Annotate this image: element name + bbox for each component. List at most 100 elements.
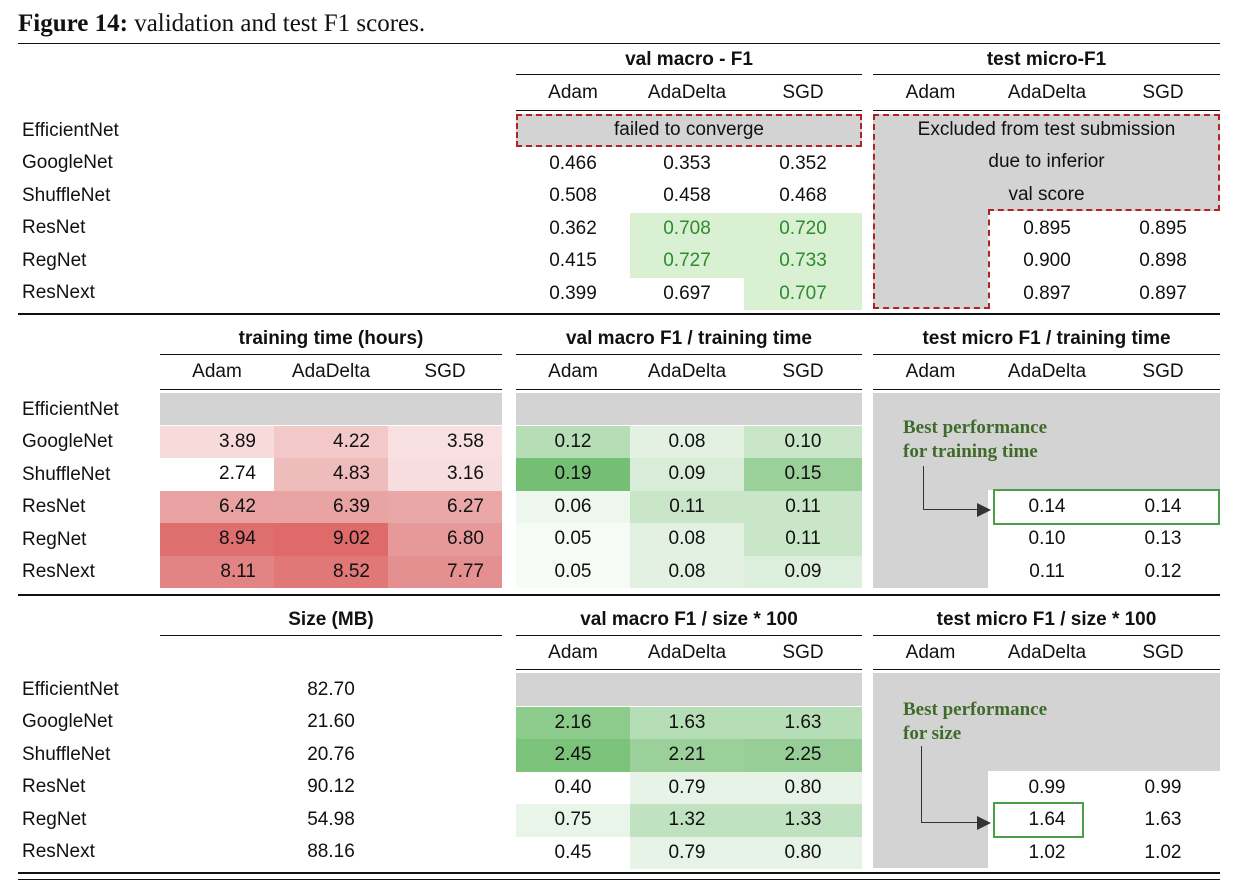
sec1-excluded-label-2: val score xyxy=(1008,183,1085,205)
sec2-time-cell-r2-c2: 6.27 xyxy=(388,490,502,524)
sec1-excluded-dash-left xyxy=(873,114,875,309)
sec2-test-cell-r3-c0 xyxy=(873,523,988,555)
sec2-val-cell-r2-c1: 0.11 xyxy=(630,490,744,524)
sec3-val-opt-sgd: SGD xyxy=(782,642,824,663)
sec3-val-cell-r3-c0: 0.75 xyxy=(516,804,630,837)
sec1-test-opt-sgd: SGD xyxy=(1142,82,1184,103)
sec3-row-label-resnet: ResNet xyxy=(22,776,86,798)
sec3-best-box xyxy=(993,802,1084,838)
sec3-test-gray-top xyxy=(873,673,1220,771)
sec3-test-cell-r3-c1: 1.64 xyxy=(1028,809,1066,831)
sec3-test-sub-rule xyxy=(873,669,1220,670)
sec2-time-header-rule xyxy=(160,354,502,355)
sec2-val-cell-r0-c2: 0.10 xyxy=(744,426,862,459)
sec2-time-cell-r3-c2: 6.80 xyxy=(388,523,502,556)
sec2-time-opt-sgd: SGD xyxy=(424,361,466,382)
sec3-val-cell-r3-c1: 1.32 xyxy=(630,804,744,837)
sec1-val-cell-r2-c1: 0.708 xyxy=(630,212,744,246)
figure-label: Figure 14: xyxy=(18,10,128,37)
sec3-size-cell-r1: 21.60 xyxy=(307,711,355,733)
sec3-test-cell-r1-c1 xyxy=(988,739,1106,771)
sec2-arrow-horizontal xyxy=(923,509,979,510)
sec1-failed-label: failed to converge xyxy=(614,119,764,140)
sec2-time-cell-r2-c0: 6.42 xyxy=(160,490,274,524)
sec3-row-label-regnet: RegNet xyxy=(22,808,87,830)
sec1-val-cell-r3-c1: 0.727 xyxy=(630,245,744,278)
sec1-excluded-gray-left xyxy=(873,211,988,309)
sec2-val-title: val macro F1 / training time xyxy=(565,328,813,349)
sec3-test-opt-adam: Adam xyxy=(905,642,956,663)
sec2-test-header-rule xyxy=(873,354,1220,355)
sec1-test-cell-r1-c0 xyxy=(873,180,988,212)
sec1-val-cell-r1-c2: 0.468 xyxy=(779,185,827,207)
sec3-val-gray xyxy=(516,673,862,706)
sec1-val-cell-r3-c0: 0.415 xyxy=(549,250,597,272)
sec3-test-cell-r3-c2: 1.63 xyxy=(1144,809,1182,831)
sec2-test-cell-r3-c2: 0.13 xyxy=(1144,528,1182,550)
sec3-row-label-googlenet: GoogleNet xyxy=(22,711,113,733)
sec2-time-gray xyxy=(160,393,502,425)
sec2-val-opt-adadelta: AdaDelta xyxy=(647,361,727,382)
sec1-test-cell-r4-c2: 0.897 xyxy=(1139,282,1187,304)
sec3-test-cell-r4-c0 xyxy=(873,837,988,869)
sec2-row-label-resnext: ResNext xyxy=(22,561,95,582)
sec3-note-line-1: for size xyxy=(903,723,962,744)
sec2-row-label-regnet: RegNet xyxy=(22,528,87,550)
sec1-excluded-gray-top xyxy=(873,114,1220,211)
sec2-val-header-rule xyxy=(516,354,862,355)
sec1-val-cell-r0-c2: 0.352 xyxy=(779,153,827,174)
sec3-val-title: val macro F1 / size * 100 xyxy=(580,609,798,630)
sec3-val-cell-r3-c2: 1.33 xyxy=(744,804,862,837)
sec3-row-label-efficientnet: EfficientNet xyxy=(22,679,119,700)
sec1-row-label-resnext: ResNext xyxy=(22,282,95,303)
sec2-time-cell-r4-c0: 8.11 xyxy=(160,555,274,588)
sec3-test-cell-r2-c0 xyxy=(873,772,988,804)
sec1-excluded-dash-mid xyxy=(988,209,1220,211)
sec2-test-cell-r2-c0 xyxy=(873,491,988,523)
sec3-size-cell-r5: 88.16 xyxy=(307,841,355,862)
sec1-row-label-resnet: ResNet xyxy=(22,217,86,239)
sec1-val-sub-rule xyxy=(516,110,862,111)
sec2-val-opt-sgd: SGD xyxy=(782,361,824,382)
sec3-val-cell-r4-c0: 0.45 xyxy=(516,836,630,869)
sec1-test-cell-r0-c1 xyxy=(988,148,1106,180)
sec2-time-title: training time (hours) xyxy=(238,328,424,349)
sec2-note-line-0: Best performance xyxy=(903,417,1048,438)
sec3-arrow-head xyxy=(977,816,991,830)
sec2-row-label-resnet: ResNet xyxy=(22,496,86,518)
sec2-time-cell-r2-c1: 6.39 xyxy=(274,490,388,524)
sec2-val-cell-r1-c0: 0.19 xyxy=(516,458,630,491)
top-rule xyxy=(18,43,1220,44)
sec3-val-cell-r0-c1: 1.63 xyxy=(630,707,744,740)
sec3-test-gray-left xyxy=(873,771,988,868)
sec1-val-title: val macro - F1 xyxy=(625,49,753,70)
sec2-test-gray-left xyxy=(873,490,988,588)
sec3-val-cell-r0-c2: 1.63 xyxy=(744,707,862,740)
sec1-test-title: test micro-F1 xyxy=(986,49,1107,70)
sec3-row-label-resnext: ResNext xyxy=(22,841,95,862)
sec2-val-cell-r2-c0: 0.06 xyxy=(516,490,630,524)
sec3-val-cell-r4-c2: 0.80 xyxy=(744,836,862,869)
sec3-test-header-rule xyxy=(873,635,1220,636)
sec2-test-gray-top xyxy=(873,393,1220,490)
sec1-test-cell-r2-c0 xyxy=(873,213,988,245)
sec1-val-cell-r0-c1: 0.353 xyxy=(663,153,711,174)
sec1-failed-dashed-border xyxy=(516,114,862,147)
sec3-size-cell-r0: 82.70 xyxy=(307,679,355,700)
sec3-val-cell-r1-c0: 2.45 xyxy=(516,739,630,772)
sec2-val-cell-r3-c2: 0.11 xyxy=(744,523,862,556)
sec1-val-cell-r4-c2: 0.707 xyxy=(744,277,862,310)
sec1-val-cell-r4-c1: 0.697 xyxy=(663,282,711,304)
sec2-val-cell-r0-c1: 0.08 xyxy=(630,426,744,459)
sec2-time-opt-adadelta: AdaDelta xyxy=(291,361,371,382)
sec2-test-cell-r3-c1: 0.10 xyxy=(1028,528,1066,550)
sec3-val-cell-r2-c2: 0.80 xyxy=(744,771,862,805)
sec2-row-label-shufflenet: ShuffleNet xyxy=(22,463,111,485)
sec2-val-cell-r1-c2: 0.15 xyxy=(744,458,862,491)
sec2-test-title: test micro F1 / training time xyxy=(922,328,1171,349)
sec3-test-opt-adadelta: AdaDelta xyxy=(1007,642,1087,663)
sec1-test-opt-adam: Adam xyxy=(905,82,956,103)
sec3-size-cell-r2: 20.76 xyxy=(307,743,355,765)
sec2-test-cell-r2-c1: 0.14 xyxy=(1028,495,1066,517)
sec2-note-line-1: for training time xyxy=(903,441,1038,462)
